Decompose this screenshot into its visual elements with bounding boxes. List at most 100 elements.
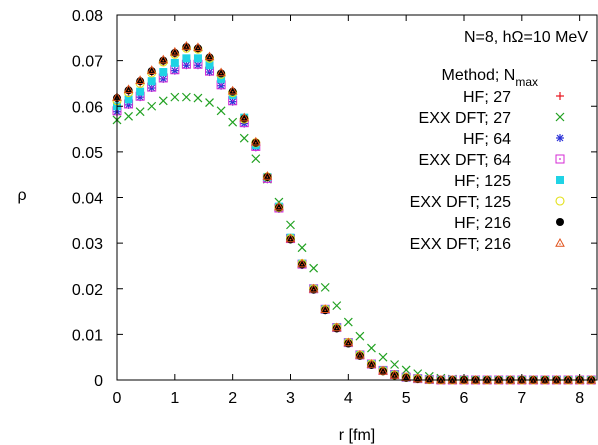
legend-marker: [556, 134, 564, 142]
data-point: [205, 98, 214, 108]
data-point: [343, 337, 354, 347]
legend-marker: [556, 92, 564, 100]
data-point: [390, 360, 400, 369]
data-point: [159, 68, 168, 77]
data-point: [343, 317, 353, 327]
y-axis-title: ρ: [17, 187, 26, 204]
x-axis-title: r [fm]: [339, 427, 375, 444]
data-point: [205, 61, 214, 70]
data-point: [135, 75, 145, 84]
data-point: [124, 111, 133, 121]
y-tick-label: 0.07: [72, 54, 103, 71]
data-point: [170, 58, 179, 67]
data-point: [286, 220, 295, 230]
data-point: [216, 106, 226, 116]
data-point: [239, 133, 249, 143]
data-point: [181, 92, 191, 102]
data-point: [146, 65, 157, 74]
y-tick-label: 0.05: [72, 145, 103, 162]
data-point: [123, 84, 134, 94]
axis-ticks: 0 1 2 3 4 5 6 7 8 0 0.01 0.02 0.03 0.04 0.05 0.06 0.07 0.…: [72, 8, 597, 407]
legend-title-main: Method; N: [442, 67, 516, 84]
data-point: [135, 107, 145, 117]
data-point: [181, 40, 192, 50]
y-tick-label: 0.06: [72, 99, 103, 116]
legend-label: EXX DFT; 27: [419, 110, 512, 127]
data-point: [401, 365, 411, 375]
data-point: [228, 117, 238, 127]
data-point: [297, 243, 307, 253]
x-tick-label: 0: [113, 390, 122, 407]
y-tick-label: 0.04: [72, 191, 103, 208]
data-point: [193, 54, 202, 63]
data-point: [250, 136, 261, 146]
x-tick-label: 7: [517, 390, 526, 407]
legend-marker: [555, 196, 565, 206]
legend-marker: [555, 237, 565, 247]
data-point: [297, 258, 307, 268]
y-tick-label: 0.08: [72, 8, 103, 25]
data-point: [331, 322, 342, 332]
data-point: [216, 67, 226, 77]
legend-label: EXX DFT; 125: [410, 194, 511, 211]
x-tick-label: 6: [460, 390, 469, 407]
data-point: [217, 74, 226, 83]
data-point: [147, 77, 156, 86]
x-tick-label: 1: [170, 390, 179, 407]
data-point: [158, 96, 168, 106]
data-point: [308, 283, 319, 293]
data-point: [355, 349, 365, 359]
data-point: [355, 331, 365, 341]
data-point: [367, 343, 376, 353]
data-point: [204, 51, 215, 61]
data-point: [389, 369, 400, 379]
data-point: [378, 365, 388, 375]
y-tick-label: 0.01: [72, 327, 103, 344]
x-tick-label: 3: [286, 390, 295, 407]
data-point: [366, 359, 377, 368]
data-point: [170, 92, 180, 102]
y-tick-label: 0.03: [72, 236, 103, 253]
data-point: [158, 54, 169, 64]
data-point: [147, 84, 156, 92]
legend-label: HF; 64: [463, 131, 511, 148]
data-point: [285, 233, 296, 243]
annotation-text: N=8, hΩ=10 MeV: [464, 29, 588, 46]
legend-title: Method; Nmax: [442, 67, 538, 89]
data-point: [320, 282, 330, 292]
data-point: [193, 42, 203, 52]
legend-marker: [555, 112, 565, 122]
data-point: [251, 154, 261, 164]
legend-marker: [556, 176, 564, 184]
data-point: [136, 87, 145, 96]
data-point: [124, 95, 133, 104]
legend-label: HF; 125: [454, 173, 511, 190]
data-point: [147, 101, 157, 111]
legend-marker: [556, 218, 564, 226]
x-tick-label: 8: [575, 390, 584, 407]
data-point: [193, 93, 203, 103]
data-point: [274, 201, 284, 211]
data-point: [239, 112, 250, 122]
legend: N=8, hΩ=10 MeV Method; Nmax HF; 27 EXX DF…: [410, 29, 589, 253]
legend-label: HF; 216: [454, 215, 511, 232]
x-tick-label: 5: [402, 390, 411, 407]
x-tick-label: 4: [344, 390, 353, 407]
legend-marker: [555, 154, 565, 164]
x-tick-label: 2: [228, 390, 237, 407]
legend-label: EXX DFT; 216: [410, 236, 511, 253]
legend-label: HF; 27: [463, 89, 511, 106]
data-point: [182, 54, 191, 63]
data-point: [159, 74, 168, 83]
legend-label: EXX DFT; 64: [419, 152, 512, 169]
data-point: [227, 85, 238, 95]
data-point: [309, 263, 319, 273]
data-point: [169, 46, 180, 56]
data-point: [332, 301, 342, 311]
legend-title-subscript: max: [515, 75, 538, 89]
data-point: [378, 352, 388, 362]
data-point: [170, 66, 179, 75]
y-tick-label: 0.02: [72, 282, 103, 299]
